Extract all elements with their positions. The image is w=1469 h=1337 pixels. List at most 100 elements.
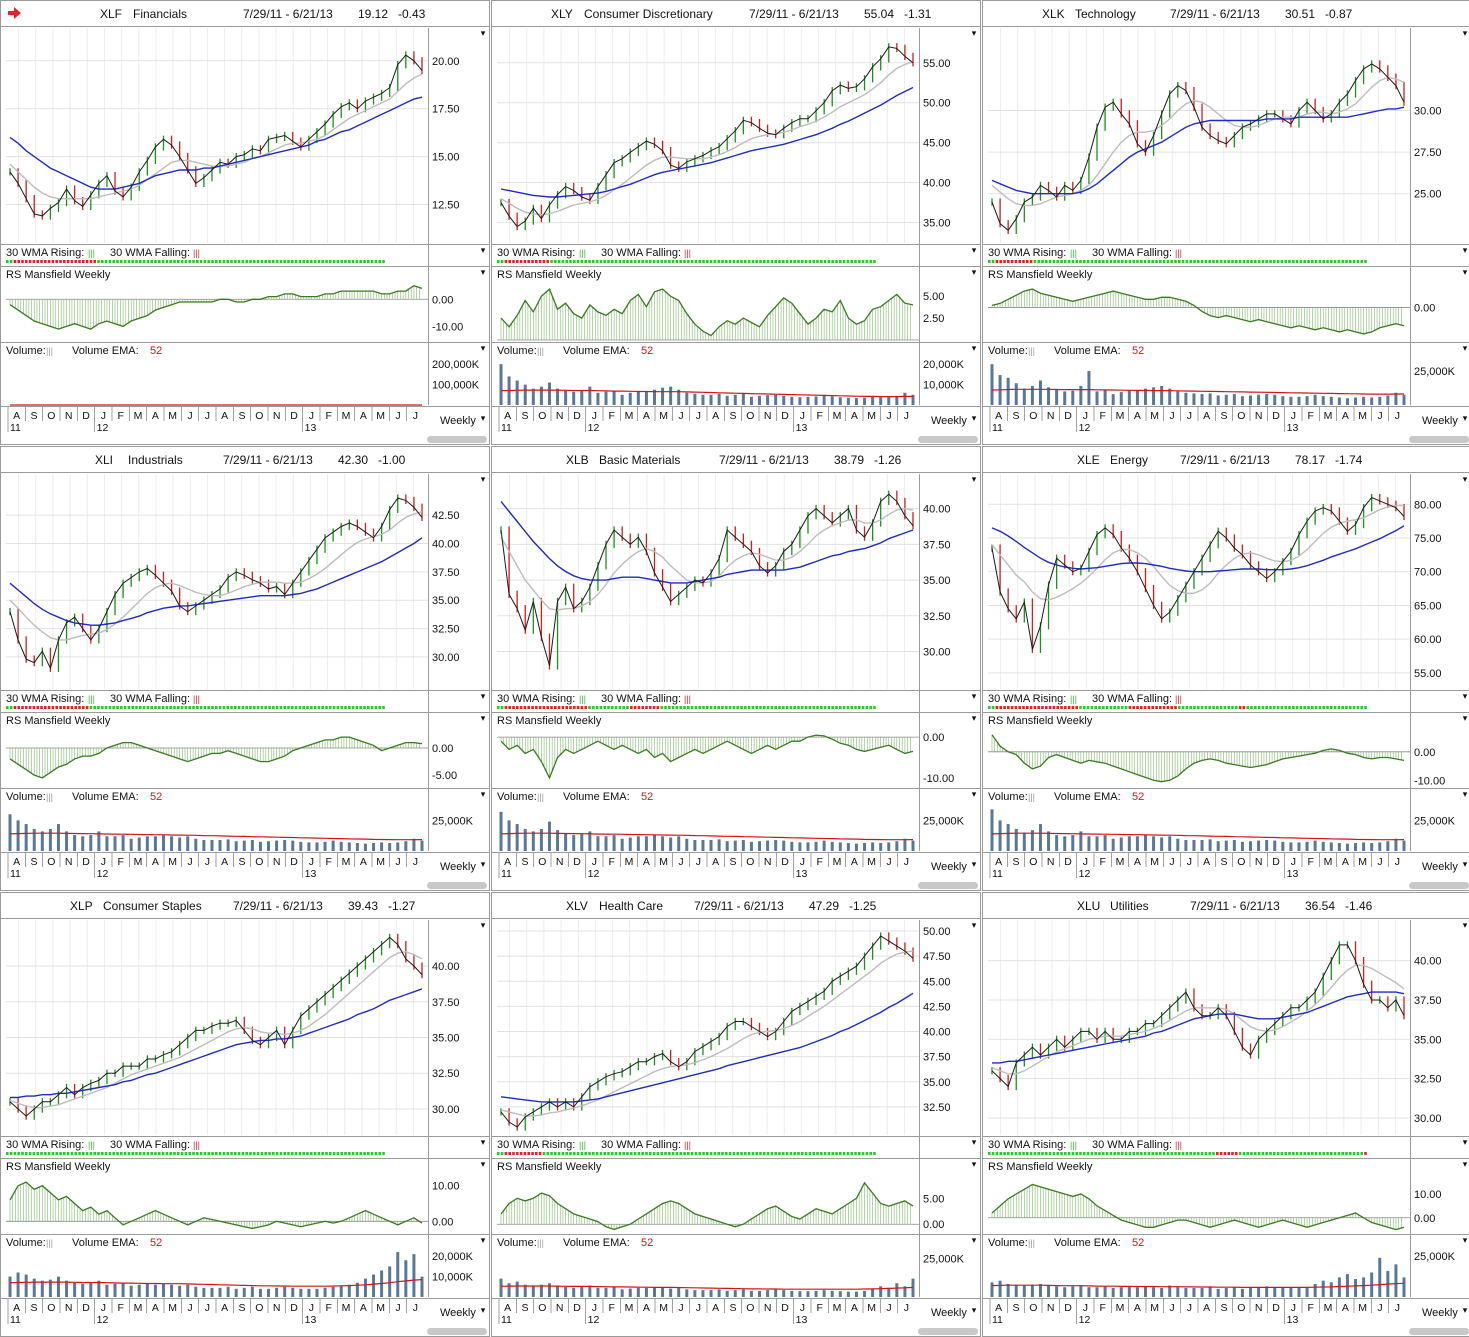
dropdown-arrow-icon[interactable]: ▾ bbox=[972, 713, 977, 723]
volume-bar bbox=[105, 836, 109, 851]
dropdown-arrow-icon[interactable]: ▾ bbox=[1463, 859, 1468, 869]
wma-status-dot bbox=[512, 706, 515, 709]
horizontal-scrollbar[interactable] bbox=[918, 1328, 978, 1335]
wma-status-dot bbox=[78, 260, 81, 263]
volume-bar bbox=[242, 1287, 246, 1297]
month-label: N bbox=[1047, 410, 1055, 422]
dropdown-arrow-icon[interactable]: ▾ bbox=[972, 413, 977, 423]
dropdown-arrow-icon[interactable]: ▾ bbox=[1463, 713, 1468, 723]
dropdown-arrow-icon[interactable]: ▾ bbox=[972, 1159, 977, 1169]
wma-status-dot bbox=[245, 1152, 248, 1155]
title-bar bbox=[492, 447, 980, 472]
wma-status-dot bbox=[1295, 1152, 1299, 1155]
wma-status-dot bbox=[550, 1152, 553, 1155]
dropdown-arrow-icon[interactable]: ▾ bbox=[1463, 1137, 1468, 1147]
month-label: O bbox=[746, 1302, 754, 1314]
wma-status-dot bbox=[1181, 706, 1185, 709]
dropdown-arrow-icon[interactable]: ▾ bbox=[481, 691, 486, 701]
volume-bar bbox=[628, 1288, 632, 1297]
volume-bar bbox=[1289, 1288, 1293, 1297]
wma-status-dot bbox=[382, 706, 385, 709]
dropdown-arrow-icon[interactable]: ▾ bbox=[481, 789, 486, 799]
dropdown-arrow-icon[interactable]: ▾ bbox=[972, 267, 977, 277]
wma-status-dot bbox=[839, 1152, 842, 1155]
dropdown-arrow-icon[interactable]: ▾ bbox=[481, 343, 486, 353]
wma-status-dot bbox=[1254, 260, 1257, 263]
dropdown-arrow-icon[interactable]: ▾ bbox=[481, 267, 486, 277]
dropdown-arrow-icon[interactable]: ▾ bbox=[1463, 474, 1468, 484]
dropdown-arrow-icon[interactable]: ▾ bbox=[1463, 1235, 1468, 1245]
dropdown-arrow-icon[interactable]: ▾ bbox=[481, 28, 486, 38]
wma-status-dot bbox=[93, 1152, 96, 1155]
dropdown-arrow-icon[interactable]: ▾ bbox=[972, 789, 977, 799]
dropdown-arrow-icon[interactable]: ▾ bbox=[481, 474, 486, 484]
month-label: D bbox=[290, 1302, 298, 1314]
dropdown-arrow-icon[interactable]: ▾ bbox=[1463, 691, 1468, 701]
dropdown-arrow-icon[interactable]: ▾ bbox=[481, 920, 486, 930]
period-selector[interactable]: Weekly bbox=[931, 1307, 967, 1319]
dropdown-arrow-icon[interactable]: ▾ bbox=[481, 1235, 486, 1245]
dropdown-arrow-icon[interactable]: ▾ bbox=[481, 713, 486, 723]
wma-status-dot bbox=[173, 260, 176, 263]
dropdown-arrow-icon[interactable]: ▾ bbox=[972, 343, 977, 353]
wma-status-dot bbox=[70, 260, 74, 263]
period-selector[interactable]: Weekly bbox=[440, 861, 476, 873]
dropdown-arrow-icon[interactable]: ▾ bbox=[1463, 1305, 1468, 1315]
dropdown-arrow-icon[interactable]: ▾ bbox=[481, 1305, 486, 1315]
rs-title: RS Mansfield Weekly bbox=[497, 269, 602, 281]
dropdown-arrow-icon[interactable]: ▾ bbox=[972, 474, 977, 484]
dropdown-arrow-icon[interactable]: ▾ bbox=[481, 1137, 486, 1147]
dropdown-arrow-icon[interactable]: ▾ bbox=[1463, 267, 1468, 277]
horizontal-scrollbar[interactable] bbox=[1409, 882, 1469, 889]
wma-status-dot bbox=[161, 260, 165, 263]
dropdown-arrow-icon[interactable]: ▾ bbox=[1463, 920, 1468, 930]
period-selector[interactable]: Weekly bbox=[931, 861, 967, 873]
wma-status-dot bbox=[1037, 706, 1040, 709]
wma-status-dot bbox=[264, 260, 267, 263]
dropdown-arrow-icon[interactable]: ▾ bbox=[481, 859, 486, 869]
period-selector[interactable]: Weekly bbox=[1422, 861, 1458, 873]
wma-status-dot bbox=[592, 260, 595, 263]
wma-status-dot bbox=[519, 260, 523, 263]
volume-bar bbox=[636, 836, 640, 851]
dropdown-arrow-icon[interactable]: ▾ bbox=[1463, 413, 1468, 423]
period-selector[interactable]: Weekly bbox=[1422, 415, 1458, 427]
volume-bar bbox=[1345, 843, 1349, 851]
period-selector[interactable]: Weekly bbox=[1422, 1307, 1458, 1319]
wma-status-dot bbox=[44, 260, 47, 263]
dropdown-arrow-icon[interactable]: ▾ bbox=[1463, 1159, 1468, 1169]
dropdown-arrow-icon[interactable]: ▾ bbox=[1463, 245, 1468, 255]
horizontal-scrollbar[interactable] bbox=[1409, 436, 1469, 443]
dropdown-arrow-icon[interactable]: ▾ bbox=[481, 1159, 486, 1169]
horizontal-scrollbar[interactable] bbox=[1409, 1328, 1469, 1335]
horizontal-scrollbar[interactable] bbox=[918, 882, 978, 889]
wma-status-dot bbox=[36, 706, 39, 709]
dropdown-arrow-icon[interactable]: ▾ bbox=[972, 1305, 977, 1315]
red-arrow-icon[interactable] bbox=[8, 7, 21, 19]
dropdown-arrow-icon[interactable]: ▾ bbox=[1463, 343, 1468, 353]
volume-bar bbox=[1143, 1286, 1147, 1297]
rs-tick-label: 10.00 bbox=[432, 1181, 460, 1193]
dropdown-arrow-icon[interactable]: ▾ bbox=[972, 28, 977, 38]
wma-status-dot bbox=[1147, 1152, 1151, 1155]
horizontal-scrollbar[interactable] bbox=[427, 882, 487, 889]
horizontal-scrollbar[interactable] bbox=[427, 1328, 487, 1335]
dropdown-arrow-icon[interactable]: ▾ bbox=[972, 1235, 977, 1245]
period-selector[interactable]: Weekly bbox=[931, 415, 967, 427]
wma-status-dot bbox=[317, 260, 321, 263]
wma-status-dot bbox=[622, 260, 625, 263]
period-selector[interactable]: Weekly bbox=[440, 1307, 476, 1319]
dropdown-arrow-icon[interactable]: ▾ bbox=[972, 859, 977, 869]
dropdown-arrow-icon[interactable]: ▾ bbox=[972, 691, 977, 701]
dropdown-arrow-icon[interactable]: ▾ bbox=[1463, 28, 1468, 38]
period-selector[interactable]: Weekly bbox=[440, 415, 476, 427]
dropdown-arrow-icon[interactable]: ▾ bbox=[972, 245, 977, 255]
dropdown-arrow-icon[interactable]: ▾ bbox=[1463, 789, 1468, 799]
dropdown-arrow-icon[interactable]: ▾ bbox=[481, 245, 486, 255]
dropdown-arrow-icon[interactable]: ▾ bbox=[481, 413, 486, 423]
horizontal-scrollbar[interactable] bbox=[427, 436, 487, 443]
dropdown-arrow-icon[interactable]: ▾ bbox=[972, 1137, 977, 1147]
wma-status-dot bbox=[93, 706, 96, 709]
horizontal-scrollbar[interactable] bbox=[918, 436, 978, 443]
dropdown-arrow-icon[interactable]: ▾ bbox=[972, 920, 977, 930]
